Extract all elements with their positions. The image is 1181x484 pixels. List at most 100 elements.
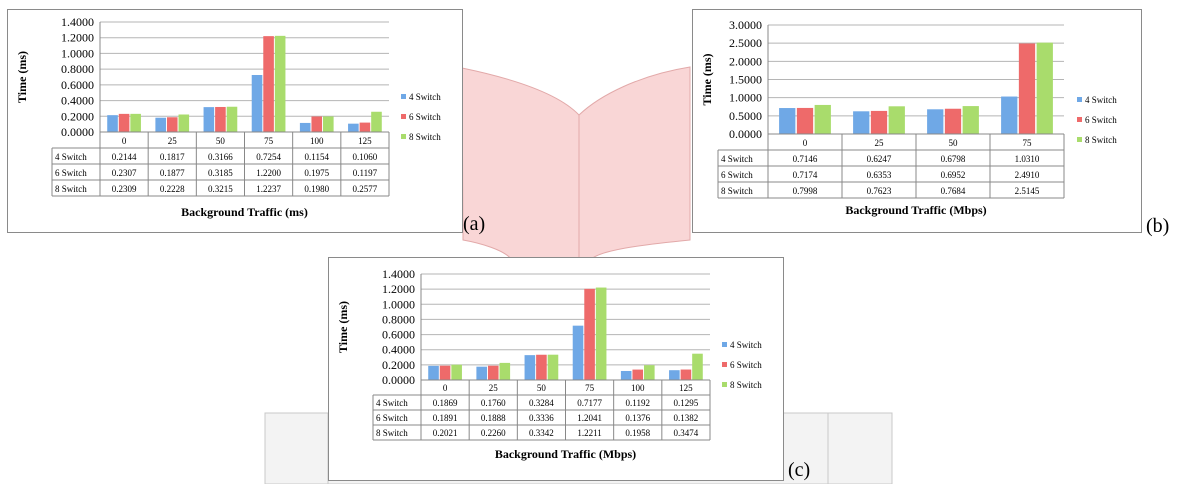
y-tick-label: 1.0000 — [61, 46, 94, 60]
x-tick-label: 100 — [310, 136, 324, 146]
x-axis-title: Background Traffic (Mbps) — [845, 203, 986, 217]
bar — [178, 114, 190, 132]
table-value-label: 0.7684 — [941, 186, 966, 196]
legend-swatch — [401, 134, 406, 139]
table-value-label: 0.1060 — [353, 152, 378, 162]
table-value-label: 0.7177 — [577, 398, 602, 408]
bar — [536, 354, 547, 380]
x-tick-label: 75 — [264, 136, 274, 146]
table-value-label: 0.3342 — [529, 428, 554, 438]
table-value-label: 0.3185 — [208, 168, 233, 178]
table-value-label: 1.2041 — [577, 413, 602, 423]
bar — [644, 365, 655, 380]
bar — [323, 116, 334, 132]
bar — [572, 325, 584, 380]
bar — [359, 122, 371, 132]
x-axis-title: Background Traffic (ms) — [181, 205, 308, 219]
y-tick-label: 0.0000 — [61, 125, 94, 139]
chart-b-svg: 0.0000 0.5000 1.0000 1.5000 2.0000 2.5000 3.00… — [700, 18, 1117, 217]
legend-label: 4 Switch — [409, 92, 441, 102]
y-tick-label: 0.8000 — [382, 312, 415, 326]
bar — [299, 122, 311, 132]
y-tick-label: 1.2000 — [382, 282, 415, 296]
table-value-label: 1.2211 — [577, 428, 601, 438]
y-tick-label: 1.5000 — [729, 73, 762, 87]
table-value-label: 0.6247 — [867, 154, 892, 164]
connector-shape — [461, 66, 691, 261]
bar — [870, 110, 888, 134]
x-tick-label: 100 — [631, 383, 645, 393]
y-tick-label: 0.8000 — [61, 62, 94, 76]
panel-label-b: (b) — [1146, 215, 1170, 237]
table-value-label: 0.1154 — [305, 152, 330, 162]
legend-swatch — [1077, 117, 1082, 122]
table-value-label: 0.2577 — [353, 184, 378, 194]
bar — [476, 366, 487, 380]
legend-label: 8 Switch — [409, 132, 441, 142]
x-tick-label: 0 — [122, 136, 127, 146]
x-tick-label: 50 — [537, 383, 547, 393]
table-value-label: 0.1980 — [304, 184, 329, 194]
bar — [274, 35, 286, 132]
bar — [779, 108, 796, 134]
bar — [962, 106, 979, 134]
bar — [226, 106, 238, 132]
table-series-label: 8 Switch — [376, 428, 408, 438]
bar — [595, 287, 607, 380]
bar — [487, 365, 499, 380]
table-series-label: 8 Switch — [721, 186, 753, 196]
bar — [203, 107, 215, 132]
table-value-label: 0.7174 — [793, 170, 818, 180]
legend-swatch — [1077, 97, 1082, 102]
panel-label-a: (a) — [463, 213, 486, 235]
x-tick-label: 75 — [1023, 138, 1033, 148]
table-value-label: 0.3474 — [674, 428, 699, 438]
y-tick-label: 0.4000 — [61, 94, 94, 108]
table-value-label: 0.3215 — [208, 184, 233, 194]
bar — [944, 108, 962, 134]
table-series-label: 4 Switch — [721, 154, 753, 164]
chart-panel-c: 0.0000 0.2000 0.4000 0.6000 0.8000 1.0000 1.20… — [328, 257, 784, 481]
table-value-label: 0.7254 — [256, 152, 281, 162]
table-value-label: 0.7146 — [793, 154, 818, 164]
bar — [155, 117, 166, 132]
x-tick-label: 0 — [443, 383, 448, 393]
legend-label: 8 Switch — [730, 380, 762, 390]
bar — [1018, 43, 1036, 134]
legend-swatch — [722, 362, 727, 367]
bar — [692, 353, 703, 380]
table-value-label: 0.6353 — [867, 170, 892, 180]
y-axis-title: Time (ms) — [15, 51, 29, 103]
bar — [130, 113, 141, 132]
bar — [669, 370, 680, 380]
bar — [927, 109, 944, 134]
bar — [439, 365, 451, 380]
table-value-label: 1.2237 — [256, 184, 281, 194]
table-value-label: 0.1817 — [160, 152, 185, 162]
legend-swatch — [401, 94, 406, 99]
table-series-label: 6 Switch — [55, 168, 87, 178]
bar — [796, 107, 814, 134]
x-axis-title: Background Traffic (Mbps) — [495, 447, 636, 461]
table-value-label: 0.1877 — [160, 168, 185, 178]
y-tick-label: 0.6000 — [382, 328, 415, 342]
table-value-label: 0.7623 — [867, 186, 892, 196]
legend-label: 6 Switch — [730, 360, 762, 370]
table-value-label: 0.2307 — [112, 168, 137, 178]
legend-label: 4 Switch — [1085, 95, 1117, 105]
x-tick-label: 50 — [216, 136, 226, 146]
y-tick-label: 0.5000 — [729, 109, 762, 123]
table-series-label: 6 Switch — [376, 413, 408, 423]
bar — [451, 364, 462, 380]
table-value-label: 0.1760 — [481, 398, 506, 408]
bar — [118, 113, 130, 132]
x-tick-label: 125 — [679, 383, 693, 393]
y-tick-label: 0.0000 — [382, 373, 415, 387]
y-tick-label: 0.2000 — [382, 358, 415, 372]
x-tick-label: 75 — [585, 383, 595, 393]
table-series-label: 4 Switch — [55, 152, 87, 162]
y-tick-label: 0.4000 — [382, 343, 415, 357]
y-axis-title: Time (ms) — [700, 53, 714, 105]
bar — [499, 362, 511, 380]
legend-label: 6 Switch — [409, 112, 441, 122]
